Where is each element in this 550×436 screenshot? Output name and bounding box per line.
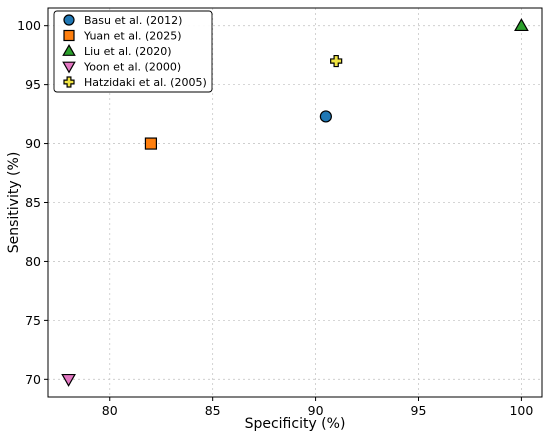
legend-entry-label: Yuan et al. (2025) <box>83 30 182 43</box>
legend-marker <box>63 76 75 88</box>
legend-marker <box>63 14 75 26</box>
x-tick-label: 90 <box>308 403 324 418</box>
legend-entry-label: Yoon et al. (2000) <box>83 61 181 74</box>
x-axis-label: Specificity (%) <box>245 416 346 432</box>
legend: Basu et al. (2012) Yuan et al. (2025) Liu … <box>53 10 213 93</box>
y-tick-label: 80 <box>25 254 41 269</box>
data-point <box>144 137 158 150</box>
y-tick-label: 95 <box>25 77 41 92</box>
y-tick-label: 85 <box>25 195 41 210</box>
data-point <box>330 54 343 68</box>
legend-box <box>53 10 213 93</box>
legend-entry-label: Liu et al. (2020) <box>84 45 172 58</box>
legend-marker <box>62 44 76 56</box>
x-tick-label: 100 <box>509 403 533 418</box>
legend-marker <box>63 29 75 42</box>
data-point <box>514 18 529 32</box>
grid <box>48 8 542 397</box>
legend-marker <box>62 61 76 74</box>
y-axis-label: Sensitivity (%) <box>6 152 22 254</box>
data-points <box>61 18 529 387</box>
data-point <box>319 110 332 123</box>
x-tick-label: 80 <box>102 403 118 418</box>
y-tick-label: 100 <box>17 18 41 33</box>
y-tick-label: 75 <box>25 313 41 328</box>
x-tick-label: 85 <box>205 403 221 418</box>
x-tick-label: 95 <box>411 403 427 418</box>
legend-entry-label: Basu et al. (2012) <box>84 14 182 27</box>
axis-ticks: 80 85 90 95 100 70 75 80 85 90 95 100 <box>17 18 533 418</box>
legend-entry-label: Hatzidaki et al. (2005) <box>84 76 207 89</box>
y-tick-label: 70 <box>25 372 41 387</box>
y-tick-label: 90 <box>25 136 41 151</box>
data-point <box>61 373 76 387</box>
